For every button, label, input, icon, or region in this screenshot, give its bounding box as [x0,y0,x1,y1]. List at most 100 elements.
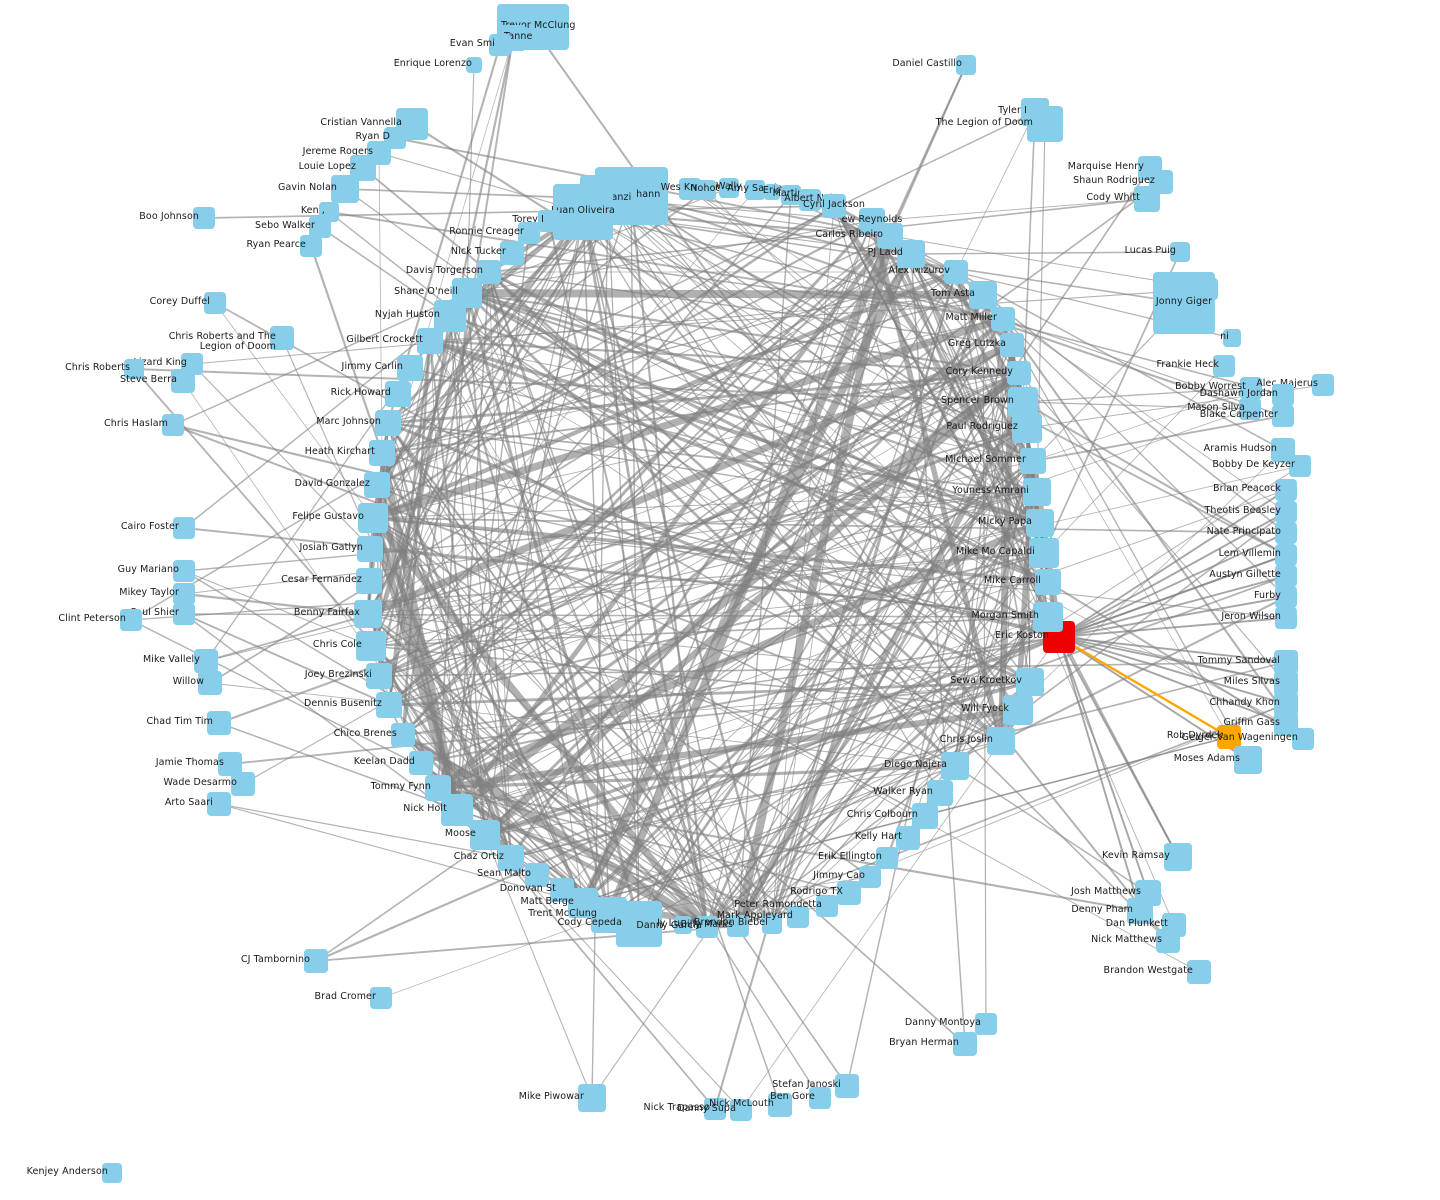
graph-node-mike-vallely[interactable] [194,649,218,673]
graph-node-david-gonzalez[interactable] [364,472,390,498]
graph-node-miles-silvas[interactable] [1274,671,1298,695]
graph-node-nick-matthews[interactable] [1156,929,1180,953]
graph-node-mike-mo-capaldi[interactable] [1029,538,1059,568]
graph-node-dennis-busenitz[interactable] [376,692,402,718]
graph-node-bryan-herman[interactable] [953,1032,977,1056]
graph-node-kevin-ramsay[interactable] [1164,843,1192,871]
graph-node-sewa-kroetkov[interactable] [1016,668,1044,696]
graph-node-martina[interactable] [781,185,801,205]
graph-node-jimmy-carlin[interactable] [397,355,423,381]
graph-node-willow[interactable] [198,671,222,695]
graph-node-evan-smi[interactable] [489,34,511,56]
graph-node-chaz-ortiz[interactable] [498,845,524,871]
graph-node-blake-carpenter[interactable] [1272,405,1294,427]
graph-node-michael-sommer[interactable] [1020,448,1046,474]
graph-node-tommy-sandoval[interactable] [1274,650,1298,674]
graph-node-keelan-dadd[interactable] [409,751,433,775]
graph-node-gilbert-crockett[interactable] [417,328,443,354]
graph-node-mikey-taylor[interactable] [173,583,195,605]
graph-node-bobby-de-keyzer[interactable] [1289,455,1311,477]
graph-node-austyn-gillette[interactable] [1275,565,1297,587]
graph-node-the-legion-of-doom[interactable] [1027,106,1063,142]
graph-node-luan-oliveira[interactable] [553,184,613,240]
graph-node-josiah-gatlyn[interactable] [357,536,383,562]
graph-node-matt-miller[interactable] [991,307,1015,331]
graph-node-gavin-nolan[interactable] [331,175,359,203]
graph-node-nick-tucker[interactable] [500,241,524,265]
graph-node-greg-lutzka[interactable] [1000,333,1024,357]
graph-node-moses-adams[interactable] [1234,746,1262,774]
graph-node-cj-tambornino[interactable] [304,949,328,973]
graph-node-chico-brenes[interactable] [391,723,415,747]
graph-node-lucas-puig[interactable] [1170,242,1190,262]
graph-node-dashawn-jordan[interactable] [1272,384,1294,406]
graph-node-youness-amrani[interactable] [1023,478,1051,506]
graph-node-mason-silva[interactable] [1239,398,1261,420]
graph-node-danny-garcia[interactable] [696,916,718,938]
graph-node-denny-pham[interactable] [1127,898,1153,924]
graph-node-jonny-giger[interactable] [1153,272,1215,334]
graph-node-nohod[interactable] [696,180,716,200]
graph-node-mike-carroll[interactable] [1035,569,1061,595]
graph-node-mike-piwowar[interactable] [578,1084,606,1112]
graph-node-chris-joslin[interactable] [987,727,1015,755]
graph-node-will-fyock[interactable] [1003,695,1033,725]
graph-node-marc-johnson[interactable] [375,410,401,436]
graph-node-ben-gore[interactable] [809,1087,831,1109]
graph-node-ryan-pearce[interactable] [300,235,322,257]
graph-node-brad-cromer[interactable] [370,987,392,1009]
graph-node-sean-malto[interactable] [525,863,549,887]
graph-node-frankie-heck[interactable] [1213,355,1235,377]
graph-node-torey-i[interactable] [538,210,560,232]
graph-node-nick-trapasso[interactable] [704,1098,726,1120]
graph-node-alex-mizurov[interactable] [944,260,968,284]
graph-node-ly-lu[interactable] [674,916,692,934]
graph-node-pj-ladd[interactable] [897,240,925,268]
graph-node-jeron-wilson[interactable] [1275,607,1297,629]
graph-node-brandon-westgate[interactable] [1187,960,1211,984]
graph-node-wade-desarmo[interactable] [231,772,255,796]
graph-node-daniel-castillo[interactable] [956,55,976,75]
graph-node-cesar-fernandez[interactable] [356,568,382,594]
graph-node-chris-cole[interactable] [356,631,386,661]
graph-node-heath-kirchart[interactable] [369,440,395,466]
graph-node-rodrigo-tx[interactable] [837,881,861,905]
graph-node-eric[interactable] [764,184,780,200]
graph-node-nate-principato[interactable] [1275,522,1297,544]
graph-node-cairo-foster[interactable] [173,517,195,539]
graph-node-benny-fairfax[interactable] [354,600,382,628]
graph-node-cody-cepeda[interactable] [616,901,662,947]
graph-node-stefan-janoski[interactable] [835,1074,859,1098]
graph-node-paul-shier[interactable] [173,603,195,625]
graph-node-bobby-worrest[interactable] [1240,377,1262,399]
graph-node-diego-najera[interactable] [941,752,969,780]
graph-node-amy-santia[interactable] [745,180,765,200]
graph-node-corey-duffel[interactable] [204,292,226,314]
graph-node-steve-berra[interactable] [171,369,195,393]
graph-node-moose[interactable] [470,820,500,850]
graph-node-ni[interactable] [1223,329,1241,347]
graph-node-paul-rodriguez[interactable] [1012,413,1042,443]
graph-node-mark-appleyard[interactable] [787,906,809,928]
graph-node-jimmy-cao[interactable] [859,866,881,888]
graph-node-arto-saari[interactable] [207,792,231,816]
graph-node-walker-ryan[interactable] [927,780,953,806]
graph-node-nick-mclouth[interactable] [768,1093,792,1117]
graph-node-brandon-biebel[interactable] [762,914,782,934]
graph-node-boo-johnson[interactable] [193,207,215,229]
graph-node-brian-peacock[interactable] [1275,479,1297,501]
graph-node-danny-montoya[interactable] [975,1013,997,1035]
graph-node-billy-marks[interactable] [727,915,749,937]
graph-node-micky-papa[interactable] [1026,509,1054,537]
graph-node-erik-ellington[interactable] [876,847,898,869]
graph-node-peter-ramondetta[interactable] [816,895,838,917]
graph-node-sebo-walker[interactable] [309,216,331,238]
graph-node-lem-villemin[interactable] [1275,544,1297,566]
graph-node-cody-whitt[interactable] [1134,186,1160,212]
graph-node-chris-roberts-and-the-legion-of-doom[interactable] [270,326,294,350]
graph-node-danny-supa[interactable] [730,1099,752,1121]
graph-node-alec-majerus[interactable] [1312,374,1334,396]
graph-node-cyril-jackson[interactable] [822,194,846,218]
graph-node-rob-dyrdek[interactable] [1217,725,1241,749]
